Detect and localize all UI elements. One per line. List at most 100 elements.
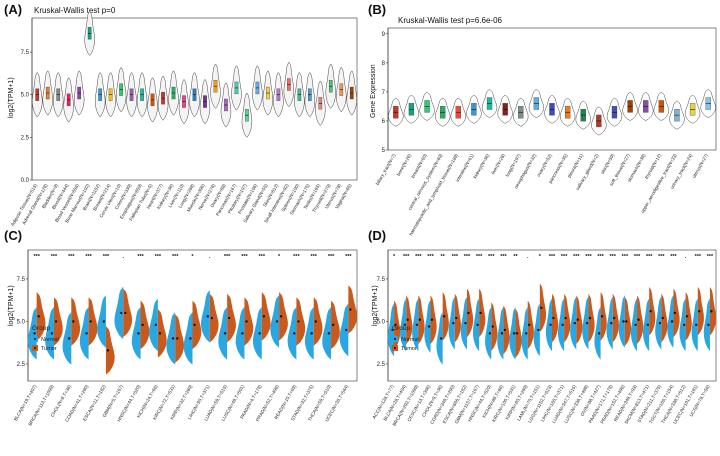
- d-violin-normal: [643, 298, 650, 351]
- c-significance-label: ***: [155, 254, 162, 260]
- b-x-tick-label: skin(N=59): [600, 153, 616, 175]
- d-y-tick-label: 2.5: [377, 362, 386, 368]
- c-significance-label: ***: [137, 254, 144, 260]
- c-median-tumor: [331, 323, 335, 327]
- d-significance-label: ***: [549, 254, 556, 260]
- c-median-normal: [293, 332, 296, 335]
- d-median-tumor: [503, 328, 507, 332]
- b-plot-frame: [387, 27, 717, 151]
- d-median-tumor: [564, 316, 567, 320]
- d-significance-label: ***: [634, 254, 641, 260]
- c-violin-normal: [235, 307, 245, 360]
- c-median-tumor: [193, 323, 196, 327]
- c-violin-normal: [287, 307, 297, 360]
- panel-a-letter: (A): [4, 2, 23, 17]
- d-median-tumor: [588, 316, 592, 320]
- b-x-tick-label: ovary(N=52): [536, 153, 553, 178]
- d-median-tumor: [430, 318, 434, 321]
- d-violin-normal: [460, 297, 467, 350]
- d-median-normal: [585, 321, 589, 325]
- d-median-normal: [500, 332, 504, 335]
- d-violin-normal: [582, 297, 589, 350]
- d-significance-label: **: [513, 254, 518, 260]
- d-significance-label: ***: [670, 254, 677, 260]
- c-median-normal: [68, 337, 71, 340]
- panel-c-letter: (C): [4, 228, 23, 243]
- d-violin-tumor: [406, 295, 413, 344]
- d-significance-label: ***: [658, 254, 665, 260]
- c-significance-label: .: [209, 254, 211, 260]
- d-violin-normal: [667, 295, 674, 348]
- c-violin-tumor: [36, 292, 46, 341]
- d-violin-normal: [448, 297, 455, 350]
- d-median-normal: [573, 321, 577, 325]
- c-violin-tumor: [348, 285, 358, 334]
- d-median-normal: [670, 320, 674, 323]
- d-median-normal: [476, 323, 479, 327]
- b-x-tick-label: kidney(N=36): [472, 153, 490, 180]
- d-significance-label: ***: [610, 254, 617, 260]
- d-significance-label: ***: [464, 254, 471, 260]
- b-x-tick-label: liver(N=28): [490, 153, 506, 175]
- c-median-normal: [33, 332, 36, 335]
- d-violin-tumor: [564, 294, 571, 343]
- d-significance-label: ***: [695, 254, 702, 260]
- d-violin-normal: [630, 298, 638, 351]
- c-median-normal: [102, 320, 106, 323]
- d-median-normal: [391, 328, 394, 332]
- c-median-tumor: [158, 332, 162, 335]
- c-legend-label: Tumor: [41, 346, 57, 352]
- d-significance-label: *: [539, 254, 542, 260]
- d-median-tumor: [637, 318, 640, 321]
- d-median-normal: [707, 323, 710, 327]
- d-significance-label: ***: [585, 254, 592, 260]
- d-median-normal: [610, 321, 613, 325]
- d-median-tumor: [552, 316, 555, 320]
- d-median-tumor: [625, 320, 628, 323]
- d-median-tumor: [515, 332, 519, 335]
- c-median-tumor: [176, 337, 179, 340]
- d-significance-label: ***: [403, 254, 410, 260]
- d-significance-label: ***: [476, 254, 483, 260]
- d-violin-tumor: [442, 292, 449, 341]
- d-significance-label: *: [393, 254, 396, 260]
- d-violin-normal: [412, 298, 419, 351]
- d-plot-frame: [387, 249, 717, 382]
- d-median-tumor: [685, 315, 689, 318]
- d-median-normal: [634, 323, 637, 327]
- d-median-tumor: [698, 310, 701, 313]
- d-median-tumor: [406, 318, 409, 321]
- c-violin-normal: [79, 307, 89, 360]
- c-median-tumor: [141, 323, 144, 327]
- d-violin-tumor: [418, 295, 425, 344]
- d-violin-tumor: [466, 288, 474, 337]
- d-violin-normal: [473, 298, 480, 351]
- d-significance-label: .: [685, 254, 687, 260]
- c-legend-label: Normal: [41, 337, 59, 343]
- d-violin-normal: [594, 307, 601, 360]
- d-violin-tumor: [576, 295, 583, 344]
- d-median-tumor: [661, 316, 664, 320]
- c-significance-label: ***: [224, 254, 231, 260]
- c-legend-title: Group: [32, 325, 50, 332]
- d-violin-tumor: [661, 294, 668, 343]
- a-y-tick-label: 2.5: [21, 135, 30, 141]
- d-significance-label: ***: [415, 254, 422, 260]
- d-median-normal: [658, 321, 662, 325]
- d-violin-normal: [497, 307, 504, 360]
- d-violin-tumor: [588, 294, 595, 343]
- c-median-tumor: [245, 320, 248, 323]
- c-violin-normal: [149, 298, 158, 351]
- d-violin-tumor: [637, 295, 644, 344]
- d-median-normal: [512, 332, 516, 335]
- b-x-tick-label: pleura(N=11): [566, 153, 584, 179]
- c-significance-label: ***: [68, 254, 75, 260]
- c-median-tumor: [106, 349, 110, 352]
- d-violin-normal: [679, 298, 686, 351]
- d-legend-label: Tumor: [401, 346, 417, 352]
- c-violin-normal: [322, 307, 332, 360]
- c-y-tick-label: 2.5: [17, 362, 26, 368]
- c-violin-tumor: [157, 309, 167, 358]
- c-violin-tumor: [296, 297, 306, 346]
